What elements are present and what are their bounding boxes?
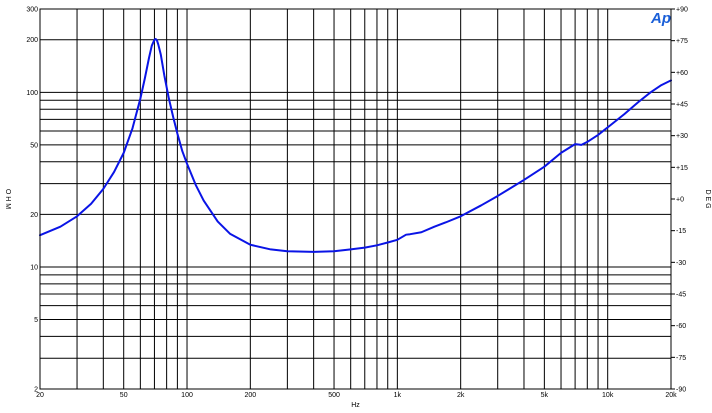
x-tick-label: 1k (394, 392, 402, 399)
y2-tick-label: +60 (676, 70, 688, 77)
y-tick-label: 300 (26, 7, 38, 14)
ap-logo: Ap (650, 10, 671, 27)
y-tick-label: 100 (26, 90, 38, 97)
y2-tick-label: +15 (676, 165, 688, 172)
x-tick-label: 100 (181, 392, 193, 399)
x-tick-label: 50 (120, 392, 128, 399)
impedance-curve (39, 38, 672, 253)
y2-tick-label: -30 (676, 260, 686, 267)
x-tick-label: 10k (602, 392, 614, 399)
y-axis-label: O H M (4, 189, 11, 209)
y2-tick-label: +0 (676, 197, 684, 204)
y2-tick-label: -15 (676, 228, 686, 235)
y2-tick-label: -45 (676, 292, 686, 299)
y2-tick-label: +30 (676, 133, 688, 140)
y2-axis-label: D E G (704, 189, 711, 208)
y-tick-label: 5 (34, 317, 38, 324)
y2-tick-label: -90 (676, 387, 686, 394)
y-tick-label: 50 (30, 142, 38, 149)
x-tick-label: 200 (244, 392, 256, 399)
x-tick-label: 5k (541, 392, 549, 399)
x-tick-label: 20 (36, 392, 44, 399)
y2-tick-label: -75 (676, 355, 686, 362)
y-tick-label: 10 (30, 264, 38, 271)
grid-lines (40, 9, 671, 389)
x-tick-label: 2k (457, 392, 465, 399)
y2-tick-label: -60 (676, 323, 686, 330)
tick-labels: 20 50 100 200 500 1k 2k 5k 10k 20k 2 5 10 20 50 100 200 3… (26, 7, 688, 400)
y2-tick-label: +45 (676, 102, 688, 109)
y2-tick-label: +90 (676, 7, 688, 14)
series-layer (39, 38, 672, 253)
y-tick-label: 2 (34, 387, 38, 394)
x-tick-label: 20k (665, 392, 677, 399)
x-axis-label: Hz (351, 402, 360, 409)
y2-tick-label: +75 (676, 38, 688, 45)
x-tick-label: 500 (328, 392, 340, 399)
y-tick-label: 200 (26, 37, 38, 44)
plot-frame (39, 8, 672, 390)
y-tick-label: 20 (30, 212, 38, 219)
